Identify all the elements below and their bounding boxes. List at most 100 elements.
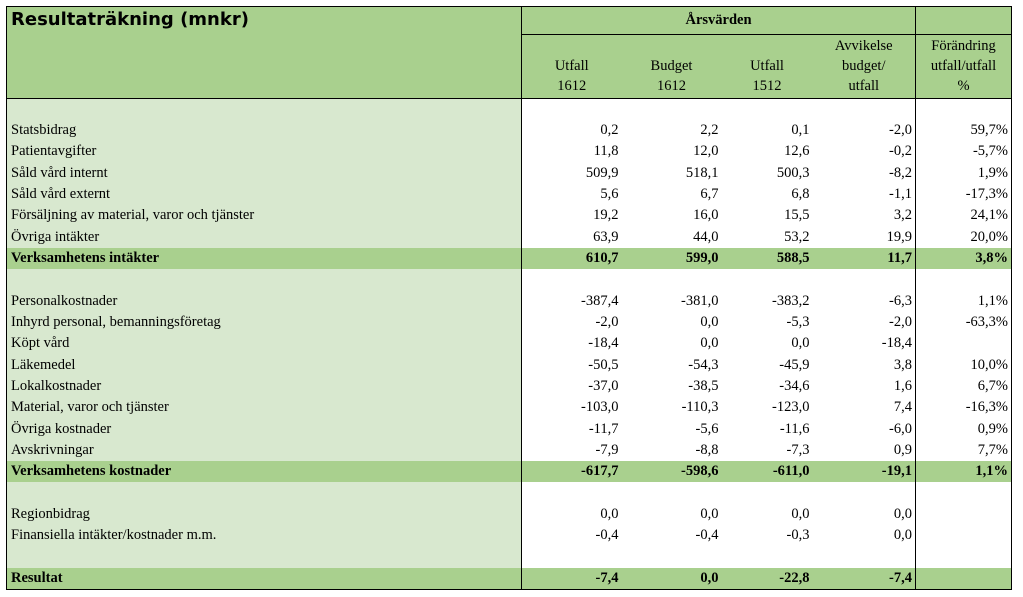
value-cell: 500,3: [776, 164, 810, 181]
column-header-line: 1612: [557, 78, 587, 94]
table-row: Avskrivningar -7,9 -8,8 -7,3 0,9 7,7%: [6, 439, 1012, 461]
value-cell: -7,9: [521, 439, 622, 461]
value-cell: 0,0: [700, 505, 719, 522]
row-label: [6, 546, 522, 568]
row-label: Statsbidrag: [6, 120, 522, 142]
row-label: Övriga intäkter: [6, 226, 522, 248]
value-cell: -2,0: [889, 122, 912, 139]
table-row: Finansiella intäkter/kostnader m.m. -0,4-…: [6, 525, 1012, 547]
value-cell: -2,0: [889, 314, 912, 331]
column-header: Förändring utfall/utfall%: [915, 34, 1012, 99]
column-header-line: 1512: [752, 78, 782, 94]
row-label: Lokalkostnader: [6, 375, 522, 398]
table-row: Personalkostnader -387,4 -381,0 -383,2 -6,3 1…: [6, 290, 1012, 312]
column-header-line: Avvikelse: [834, 38, 893, 54]
value-cell: 15,5: [784, 207, 810, 224]
value-cell: 0,9%: [915, 418, 1012, 440]
value-cell: [622, 99, 722, 121]
row-label: Personalkostnader: [6, 290, 522, 312]
table-row: Patientavgifter 11,8 12,0 12,6 -0,2 -5,7%: [6, 141, 1012, 163]
value-cell: -11,7: [521, 418, 622, 440]
value-cell: -18,4: [881, 335, 912, 352]
column-header-line: utfall: [848, 78, 880, 94]
value-cell: 19,9: [886, 228, 912, 245]
column-header: Budget 1612: [621, 34, 722, 99]
value-cell: -0,2: [889, 143, 912, 160]
value-cell: 0,2: [521, 120, 622, 142]
total-row: Verksamhetens intäkter 610,7 599,0 588,5 11,…: [6, 247, 1012, 270]
column-header-line: budget/: [842, 58, 886, 74]
table-row: Köpt vård -18,4 0,0 0,0 -18,4: [6, 333, 1012, 355]
value-cell: 12,6: [784, 143, 810, 160]
value-cell: [813, 99, 916, 121]
spacer-row: [6, 482, 1012, 504]
table-row: Övriga kostnader -11,7 -5,6 -11,6 -6,0 0,9%: [6, 418, 1012, 440]
value-cell: 0,0: [893, 505, 912, 522]
value-cell: [622, 482, 722, 504]
column-header: Utfall 1612: [521, 34, 622, 99]
value-cell: 6,7%: [915, 375, 1012, 398]
value-cell: -383,2: [772, 292, 810, 309]
value-cell: -38,5: [688, 377, 719, 394]
value-cell: 0,0: [700, 335, 719, 352]
spacer-row: [6, 98, 1012, 121]
row-label: Verksamhetens kostnader: [6, 460, 522, 483]
value-cell: 3,8%: [915, 247, 1012, 270]
table-row: Övriga intäkter 63,9 44,0 53,2 19,9 20,0%: [6, 226, 1012, 248]
value-cell: 509,9: [521, 162, 622, 184]
value-cell: -37,0: [521, 375, 622, 398]
table-row: Lokalkostnader -37,0 -38,5 -34,6 1,6 6,7%: [6, 375, 1012, 398]
value-cell: -7,4: [521, 567, 622, 590]
value-cell: 0,0: [521, 503, 622, 526]
value-cell: 599,0: [621, 247, 722, 270]
value-cell: -18,4: [521, 333, 622, 355]
value-cell: 19,2: [521, 205, 622, 227]
value-cell: 1,1%: [915, 290, 1012, 312]
value-cell: 3,2: [893, 207, 912, 224]
value-cell: 0,0: [893, 527, 912, 544]
value-cell: -8,8: [695, 441, 719, 458]
value-cell: 11,7: [812, 247, 916, 270]
table-row: Statsbidrag 0,2 2,2 0,1 -2,0 59,7%: [6, 120, 1012, 142]
value-cell: [915, 525, 1012, 547]
income-statement-table: Resultaträkning (mnkr) Årsvärden Utfall 1…: [6, 6, 1012, 590]
value-cell: [915, 269, 1012, 291]
column-header-line: Utfall: [750, 58, 784, 74]
value-cell: 63,9: [521, 226, 622, 248]
value-cell: -7,3: [786, 441, 810, 458]
table-row: Material, varor och tjänster -103,0 -110,3…: [6, 397, 1012, 419]
row-label: [6, 482, 522, 504]
value-cell: [915, 333, 1012, 355]
value-cell: 2,2: [700, 122, 719, 139]
value-cell: [813, 269, 916, 291]
column-header: Avvikelse budget/utfall: [812, 34, 916, 99]
table-row: Regionbidrag 0,0 0,0 0,0 0,0: [6, 503, 1012, 526]
value-cell: -103,0: [521, 397, 622, 419]
value-cell: -50,5: [521, 354, 622, 376]
value-cell: -8,2: [889, 164, 912, 181]
row-label: Resultat: [6, 567, 522, 590]
value-cell: 20,0%: [915, 226, 1012, 248]
value-cell: -381,0: [681, 292, 719, 309]
value-cell: [722, 269, 813, 291]
value-cell: 6,7: [700, 186, 719, 203]
value-cell: 53,2: [784, 228, 810, 245]
value-cell: 12,0: [693, 143, 719, 160]
value-cell: -611,0: [721, 460, 813, 483]
row-label: Verksamhetens intäkter: [6, 247, 522, 270]
row-label: Inhyrd personal, bemanningsföretag: [6, 311, 522, 334]
value-cell: [622, 269, 722, 291]
value-cell: 610,7: [521, 247, 622, 270]
value-cell: 44,0: [693, 228, 719, 245]
value-cell: [521, 546, 622, 568]
table-row: Såld vård externt 5,6 6,7 6,8 -1,1 -17,3%: [6, 183, 1012, 206]
value-cell: [915, 482, 1012, 504]
value-cell: 1,9%: [915, 162, 1012, 184]
row-label: Såld vård externt: [6, 183, 522, 206]
row-label: Såld vård internt: [6, 162, 522, 184]
table-row: Inhyrd personal, bemanningsföretag -2,0 0,…: [6, 311, 1012, 334]
row-label: Försäljning av material, varor och tjäns…: [6, 205, 522, 227]
spacer-row: [6, 269, 1012, 291]
row-label: Köpt vård: [6, 333, 522, 355]
value-cell: 10,0%: [915, 354, 1012, 376]
